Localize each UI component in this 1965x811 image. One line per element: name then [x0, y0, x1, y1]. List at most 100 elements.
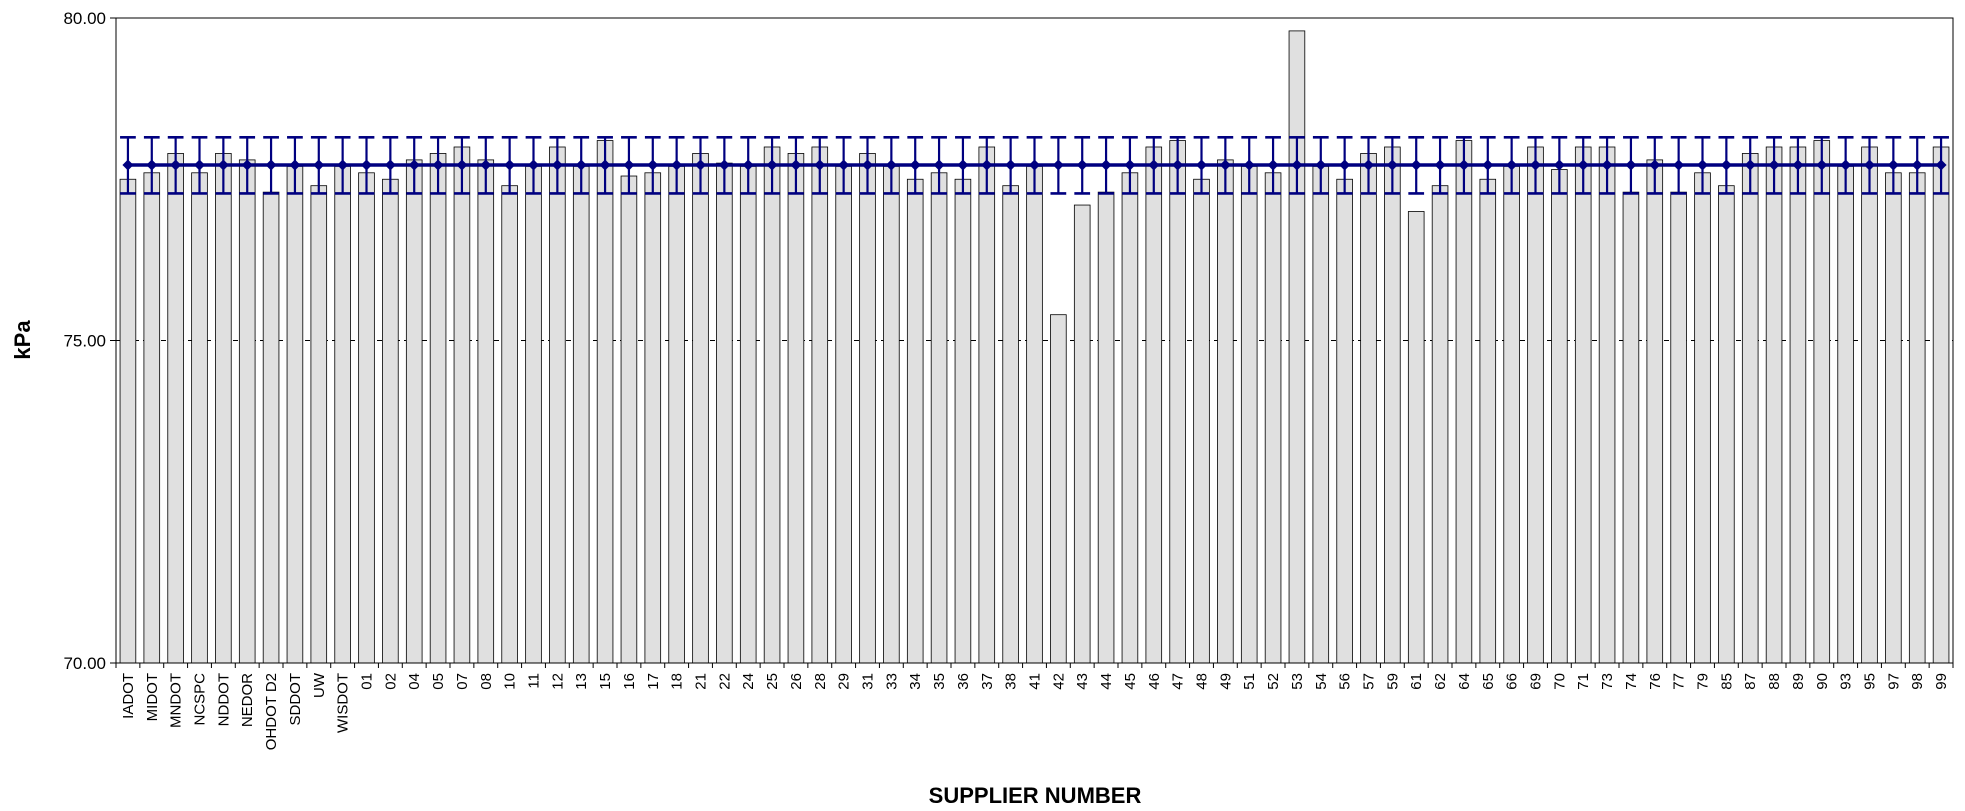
bar-49 [1217, 159, 1234, 664]
mean-point-59 [1386, 159, 1398, 171]
mean-point-IADOT [122, 159, 134, 171]
x-tick-label-NEDOR: NEDOR [239, 673, 256, 727]
mean-point-11 [528, 159, 539, 171]
mean-point-71 [1577, 159, 1589, 171]
x-tick-label-13: 13 [573, 673, 590, 690]
mean-point-98 [1911, 159, 1923, 171]
mean-point-07 [456, 159, 468, 171]
mean-point-29 [838, 159, 850, 171]
x-tick-label-59: 59 [1384, 673, 1401, 690]
mean-point-90 [1816, 159, 1828, 171]
x-tick-label-01: 01 [359, 673, 376, 690]
bar-90 [1813, 140, 1831, 664]
x-tick-label-17: 17 [645, 673, 662, 690]
mean-point-05 [432, 159, 444, 171]
bar-59 [1384, 146, 1401, 664]
x-tick-label-NCSPC: NCSPC [192, 673, 209, 726]
x-tick-label-IADOT: IADOT [120, 673, 137, 719]
x-tick-label-41: 41 [1027, 673, 1044, 690]
x-tick-label-WISDOT: WISDOT [335, 673, 352, 733]
x-tick-label-28: 28 [812, 673, 829, 690]
x-tick-label-NDDOT: NDDOT [215, 673, 232, 726]
mean-point-64 [1458, 159, 1470, 171]
mean-point-46 [1148, 159, 1160, 171]
y-tick-label: 80.00 [63, 9, 106, 28]
bars-layer [119, 30, 1950, 664]
axes-layer [110, 17, 1954, 668]
x-tick-label-49: 49 [1217, 673, 1234, 690]
x-tick-label-36: 36 [955, 673, 972, 690]
bar-16 [620, 175, 638, 664]
bar-IADOT [119, 178, 137, 664]
mean-point-NEDOR [241, 159, 253, 171]
x-tick-label-46: 46 [1146, 673, 1163, 690]
x-tick-label-95: 95 [1862, 673, 1879, 690]
x-tick-label-73: 73 [1599, 673, 1616, 690]
x-tick-label-48: 48 [1194, 673, 1211, 690]
x-tick-label-54: 54 [1313, 673, 1330, 690]
x-tick-label-08: 08 [478, 673, 495, 690]
mean-point-95 [1864, 159, 1875, 171]
x-tick-label-93: 93 [1838, 673, 1855, 690]
mean-point-99 [1935, 159, 1947, 171]
x-tick-label-51: 51 [1241, 673, 1258, 690]
y-tick-label: 70.00 [63, 654, 106, 673]
bar-53 [1288, 30, 1306, 664]
bar-48 [1193, 178, 1210, 664]
bar-NDDOT [215, 153, 232, 664]
mean-point-MIDOT [146, 159, 158, 171]
bar-77 [1670, 191, 1687, 664]
mean-point-42 [1052, 159, 1064, 171]
bar-NCSPC [191, 172, 208, 664]
mean-point-48 [1196, 159, 1207, 171]
bar-54 [1312, 165, 1330, 664]
x-tick-label-98: 98 [1909, 673, 1926, 690]
mean-point-38 [1005, 159, 1017, 171]
bar-04 [405, 159, 423, 664]
bar-66 [1503, 165, 1520, 664]
mean-point-77 [1673, 159, 1685, 171]
mean-point-41 [1029, 159, 1040, 171]
x-tick-label-26: 26 [788, 673, 805, 690]
x-tick-label-76: 76 [1647, 673, 1664, 690]
mean-point-25 [766, 159, 778, 171]
bar-43 [1073, 204, 1091, 664]
mean-point-34 [909, 159, 921, 171]
mean-point-31 [862, 159, 873, 171]
x-tick-label-85: 85 [1718, 673, 1735, 690]
mean-point-NCSPC [194, 159, 205, 171]
bar-45 [1121, 172, 1139, 664]
mean-point-76 [1649, 159, 1661, 171]
bar-07 [453, 146, 471, 664]
mean-point-65 [1482, 159, 1494, 171]
mean-point-52 [1267, 159, 1279, 171]
mean-point-12 [551, 159, 563, 171]
x-tick-label-10: 10 [502, 673, 519, 690]
bar-93 [1837, 165, 1854, 664]
x-axis-title: SUPPLIER NUMBER [929, 783, 1142, 808]
mean-point-21 [695, 159, 706, 171]
bar-13 [572, 165, 590, 664]
x-tick-label-77: 77 [1671, 673, 1688, 690]
x-tick-label-66: 66 [1504, 673, 1521, 690]
bar-21 [692, 153, 709, 664]
bar-89 [1789, 146, 1807, 664]
bar-79 [1694, 172, 1711, 664]
mean-point-01 [361, 159, 372, 171]
x-tick-label-87: 87 [1742, 673, 1759, 690]
labels-layer: 70.00 75.00 80.00 IADOT MIDOT MNDOT NCSPC NDDOT… [63, 9, 1950, 750]
x-tick-label-57: 57 [1361, 673, 1378, 690]
bar-17 [644, 172, 662, 664]
mean-point-24 [742, 159, 754, 171]
bar-OHDOT D2 [262, 191, 280, 664]
x-tick-label-33: 33 [883, 673, 900, 690]
mean-point-57 [1363, 159, 1374, 171]
mean-point-18 [671, 159, 683, 171]
x-tick-label-53: 53 [1289, 673, 1306, 690]
bar-26 [787, 153, 805, 664]
x-tick-label-11: 11 [526, 673, 543, 689]
x-tick-label-38: 38 [1003, 673, 1020, 690]
x-tick-label-UW: UW [311, 672, 328, 698]
bar-52 [1264, 172, 1282, 664]
